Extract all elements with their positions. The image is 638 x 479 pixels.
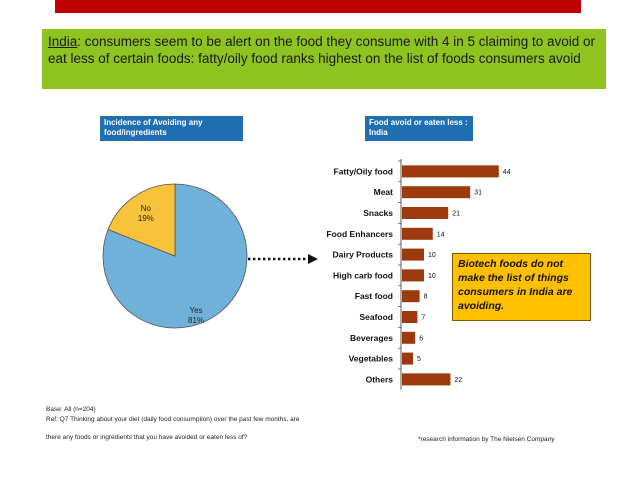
bar-value-label: 6 [419, 335, 423, 342]
bar-value-label: 10 [428, 252, 436, 259]
bar-others [402, 373, 451, 386]
biotech-callout: Biotech foods do not make the list of th… [452, 253, 591, 321]
bar-beverages [402, 331, 416, 344]
pie-label-no: No [141, 204, 152, 213]
bar-food-enhancers [402, 227, 433, 240]
bar-chart-title: Food avoid or eaten less : India [365, 116, 473, 141]
bar-snacks [402, 207, 449, 219]
bar-value-label: 31 [474, 190, 482, 197]
bar-fast-food [402, 290, 420, 303]
pie-value-yes: 81% [188, 316, 204, 325]
bar-category-label: Beverages [350, 333, 393, 343]
research-credit: *research information by The Nielsen Com… [418, 436, 555, 443]
pie-slice-no [107, 183, 176, 257]
base-note: Base: All (n=204) [46, 406, 96, 413]
bar-fatty-oily-food [402, 165, 499, 178]
bar-vegetables [402, 352, 413, 365]
pie-label-yes: Yes [190, 306, 203, 315]
bar-value-label: 5 [417, 356, 421, 363]
bar-category-label: Fatty/Oily food [334, 166, 394, 176]
bar-value-label: 14 [437, 231, 445, 238]
bar-dairy-products [402, 248, 424, 261]
bar-meat [402, 186, 471, 199]
bar-category-label: High carb food [333, 270, 393, 280]
bar-value-label: 8 [424, 294, 428, 301]
top-accent-bar [55, 0, 581, 13]
bar-value-label: 7 [421, 315, 425, 322]
bar-category-label: Fast food [355, 291, 393, 301]
pie-chart-title: Incidence of Avoiding any food/ingredien… [100, 116, 243, 141]
headline-country: India [48, 34, 78, 49]
ref-note-line-2: there any foods or ingredients that you … [46, 434, 248, 441]
bar-category-label: Vegetables [349, 354, 394, 364]
bar-category-label: Dairy Products [333, 250, 394, 260]
bar-high-carb-food [402, 269, 424, 282]
headline-text: : consumers seem to be alert on the food… [48, 34, 596, 66]
bar-value-label: 44 [503, 169, 511, 176]
bar-value-label: 22 [454, 377, 462, 384]
bar-category-label: Snacks [363, 208, 393, 218]
connector-arrow [248, 254, 318, 264]
bar-value-label: 10 [428, 273, 436, 280]
pie-value-no: 19% [138, 214, 154, 223]
bar-seafood [402, 311, 418, 323]
bar-category-label: Others [366, 374, 394, 384]
bar-chart: Fatty/Oily food 44 Meat 31 Snacks 21 Food Enha… [326, 159, 511, 390]
bar-category-label: Meat [374, 187, 394, 197]
bar-value-label: 21 [452, 211, 460, 218]
bar-category-label: Seafood [359, 312, 393, 322]
bar-category-label: Food Enhancers [326, 229, 393, 239]
headline-box: India: consumers seem to be alert on the… [42, 29, 606, 89]
ref-note-line-1: Ref: Q7 Thinking about your diet (daily … [46, 416, 300, 423]
